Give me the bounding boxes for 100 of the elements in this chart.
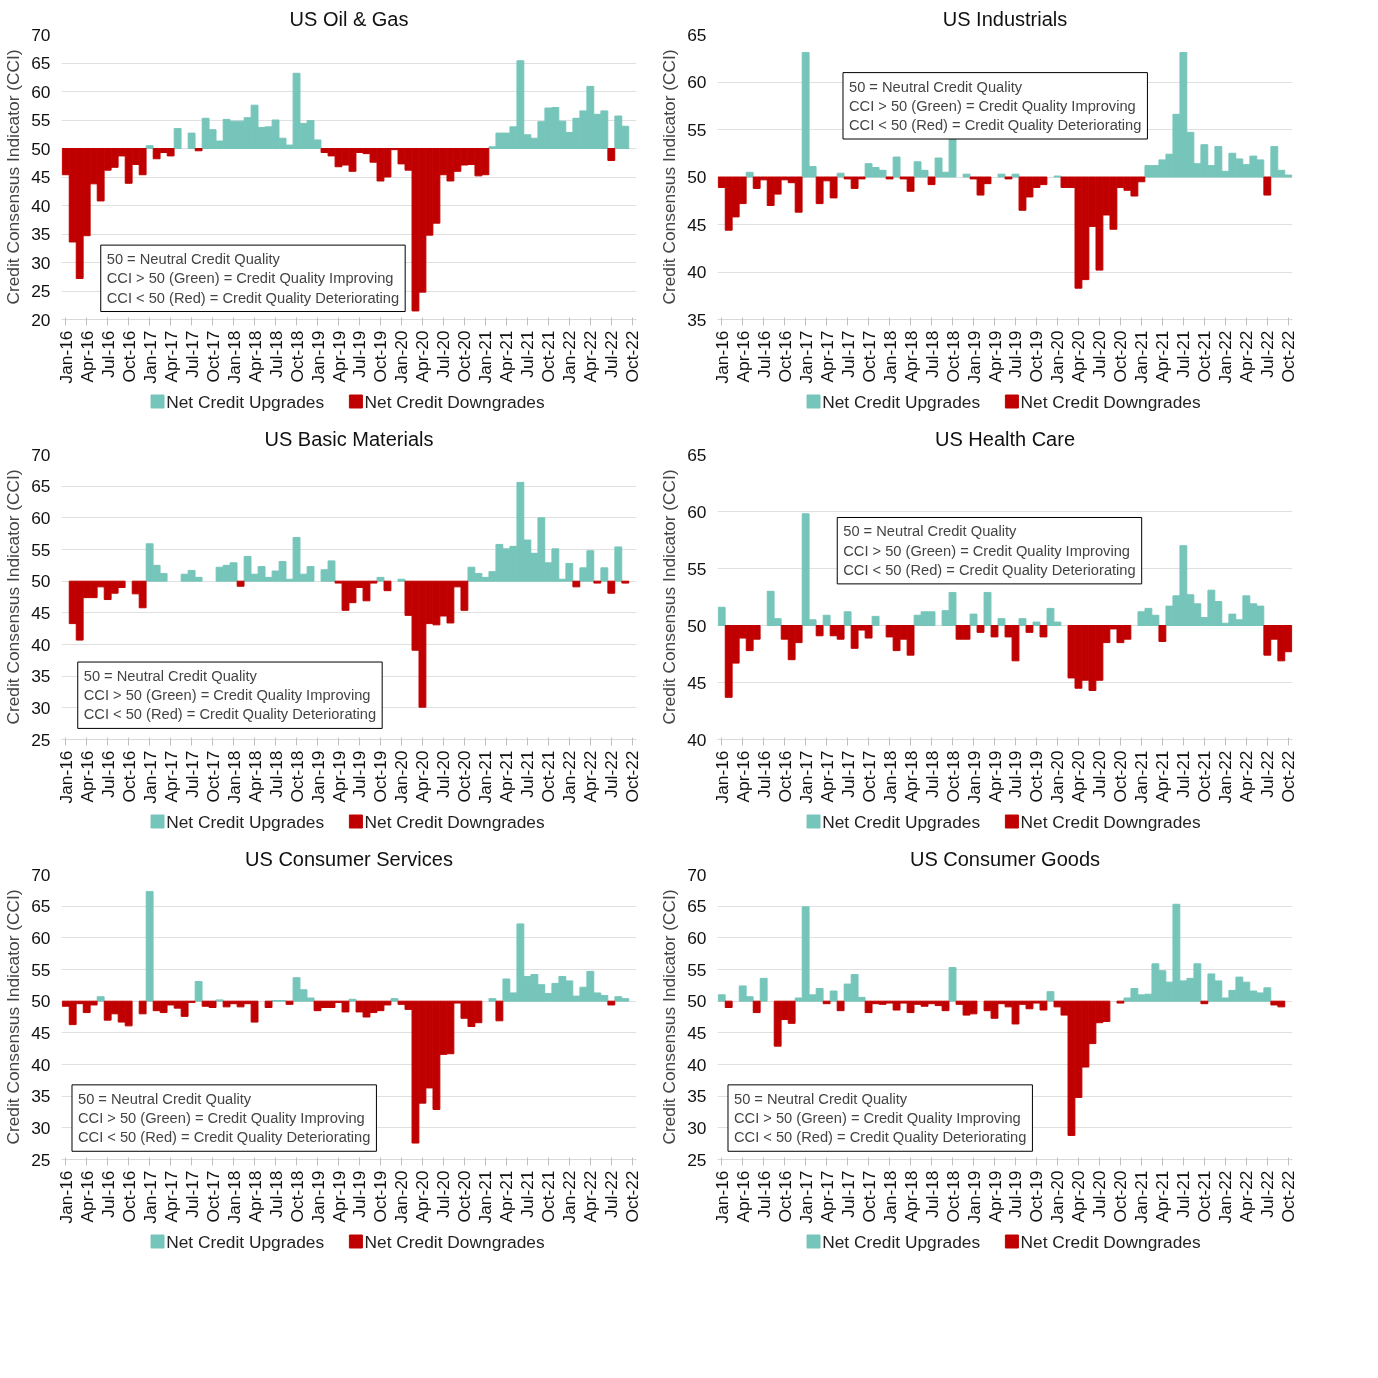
bar xyxy=(836,1000,845,1012)
bar xyxy=(717,994,726,1002)
x-tick-label: Jan-16 xyxy=(55,750,76,804)
bar xyxy=(383,580,392,592)
bar xyxy=(717,606,726,626)
x-tick-label: Oct-16 xyxy=(774,1170,795,1223)
bar xyxy=(390,998,399,1002)
legend-label: Net Credit Upgrades xyxy=(166,811,325,832)
bar xyxy=(724,1000,733,1008)
x-tick-label: Jan-20 xyxy=(391,750,412,804)
bar xyxy=(927,176,936,186)
x-tick-label: Jul-19 xyxy=(1005,330,1026,378)
x-tick-label: Oct-19 xyxy=(1026,1170,1047,1223)
x-tick-label: Oct-16 xyxy=(774,750,795,803)
x-tick-label: Apr-18 xyxy=(900,1170,921,1223)
y-tick-label: 65 xyxy=(687,896,707,917)
y-tick-label: 70 xyxy=(31,24,51,45)
y-tick-label: 25 xyxy=(31,281,51,301)
x-tick-label: Oct-21 xyxy=(1194,330,1215,383)
x-tick-label: Oct-16 xyxy=(118,750,139,803)
x-tick-label: Apr-20 xyxy=(412,750,433,803)
y-tick-label: 35 xyxy=(31,1086,51,1107)
x-tick-label: Oct-16 xyxy=(774,330,795,383)
bar xyxy=(1046,991,1055,1002)
y-tick-label: 45 xyxy=(687,672,707,693)
bar xyxy=(1039,625,1048,638)
x-tick-label: Jan-17 xyxy=(139,750,160,804)
x-tick-label: Oct-16 xyxy=(118,330,139,383)
x-tick-label: Jan-22 xyxy=(1215,750,1236,804)
x-tick-label: Jul-21 xyxy=(517,1170,538,1218)
y-tick-label: 60 xyxy=(31,81,51,102)
x-tick-label: Apr-17 xyxy=(816,330,837,383)
x-tick-label: Apr-21 xyxy=(496,1170,517,1223)
x-tick-label: Apr-17 xyxy=(160,330,181,383)
x-tick-label: Apr-19 xyxy=(984,330,1005,383)
x-tick-label: Apr-17 xyxy=(816,750,837,803)
x-tick-label: Apr-16 xyxy=(76,1170,97,1223)
x-tick-label: Apr-18 xyxy=(900,750,921,803)
y-tick-label: 35 xyxy=(31,666,51,687)
bar xyxy=(962,173,971,178)
legend-label: Net Credit Upgrades xyxy=(822,1231,981,1252)
x-tick-label: Apr-21 xyxy=(496,750,517,803)
bar xyxy=(836,172,845,178)
x-tick-label: Apr-20 xyxy=(412,1170,433,1223)
bar xyxy=(138,1000,147,1015)
chart-title: US Consumer Services xyxy=(245,847,453,870)
x-tick-label: Oct-20 xyxy=(1110,1170,1131,1223)
x-tick-label: Oct-18 xyxy=(942,750,963,803)
x-tick-label: Jan-16 xyxy=(711,330,732,384)
bar xyxy=(194,981,203,1002)
y-tick-label: 65 xyxy=(31,476,51,497)
x-tick-label: Apr-19 xyxy=(328,330,349,383)
y-tick-label: 35 xyxy=(687,309,707,330)
x-tick-label: Jan-16 xyxy=(711,750,732,804)
x-tick-label: Jul-17 xyxy=(837,330,858,378)
annotation: 50 = Neutral Credit Quality CCI > 50 (Green) = Credit Quality Improving CCI < 50 (Red) = Credit Quality Deteriorating xyxy=(843,523,1136,578)
x-tick-label: Apr-20 xyxy=(1068,1170,1089,1223)
x-tick-label: Jul-22 xyxy=(601,330,622,378)
y-tick-label: 40 xyxy=(687,1054,707,1075)
x-tick-label: Jan-18 xyxy=(223,750,244,804)
annotation: 50 = Neutral Credit Quality CCI > 50 (Green) = Credit Quality Improving CCI < 50 (Red) = Credit Quality Deteriorating xyxy=(77,1090,371,1146)
bar xyxy=(1018,618,1027,626)
x-tick-label: Jan-19 xyxy=(307,1170,328,1224)
x-tick-label: Jul-17 xyxy=(837,1170,858,1218)
annotation: 50 = Neutral Credit Quality CCI > 50 (Green) = Credit Quality Improving CCI < 50 (Red) = Credit Quality Deteriorating xyxy=(106,251,400,306)
annotation: 50 = Neutral Credit Quality CCI > 50 (Green) = Credit Quality Improving CCI < 50 (Red) = Credit Quality Deteriorating xyxy=(848,78,1142,133)
x-tick-label: Apr-16 xyxy=(732,750,753,803)
x-tick-label: Jul-16 xyxy=(97,330,118,378)
x-tick-label: Jul-22 xyxy=(601,750,622,798)
y-tick-label: 65 xyxy=(31,53,51,73)
x-tick-label: Oct-18 xyxy=(286,330,307,383)
y-tick-label: 60 xyxy=(687,72,707,92)
x-tick-label: Oct-19 xyxy=(370,330,391,383)
y-tick-label: 40 xyxy=(31,1054,51,1075)
y-tick-label: 65 xyxy=(31,896,51,917)
y-tick-label: 50 xyxy=(687,991,707,1012)
x-tick-label: Jul-20 xyxy=(433,750,454,798)
y-tick-label: 65 xyxy=(687,444,707,465)
x-tick-label: Jul-20 xyxy=(433,330,454,378)
x-tick-label: Apr-16 xyxy=(732,1170,753,1223)
x-tick-label: Jan-20 xyxy=(1047,750,1068,804)
x-tick-label: Apr-19 xyxy=(984,750,1005,803)
bar xyxy=(752,1000,761,1014)
chart-title: US Industrials xyxy=(942,7,1068,30)
x-tick-label: Jan-16 xyxy=(55,1170,76,1224)
x-tick-label: Jul-22 xyxy=(1257,330,1278,378)
bar xyxy=(194,148,203,152)
bar xyxy=(572,580,581,588)
x-tick-label: Jul-17 xyxy=(837,750,858,798)
bar xyxy=(1032,621,1041,626)
bar xyxy=(607,1000,616,1006)
bar xyxy=(815,625,824,637)
x-tick-label: Jul-16 xyxy=(753,1170,774,1218)
x-tick-label: Jul-19 xyxy=(349,750,370,798)
x-tick-label: Jul-21 xyxy=(517,330,538,378)
y-tick-label: 40 xyxy=(31,195,51,216)
y-tick-label: 55 xyxy=(687,959,707,980)
y-tick-label: 60 xyxy=(31,507,51,528)
bar xyxy=(871,615,880,626)
x-tick-label: Jan-22 xyxy=(559,330,580,384)
